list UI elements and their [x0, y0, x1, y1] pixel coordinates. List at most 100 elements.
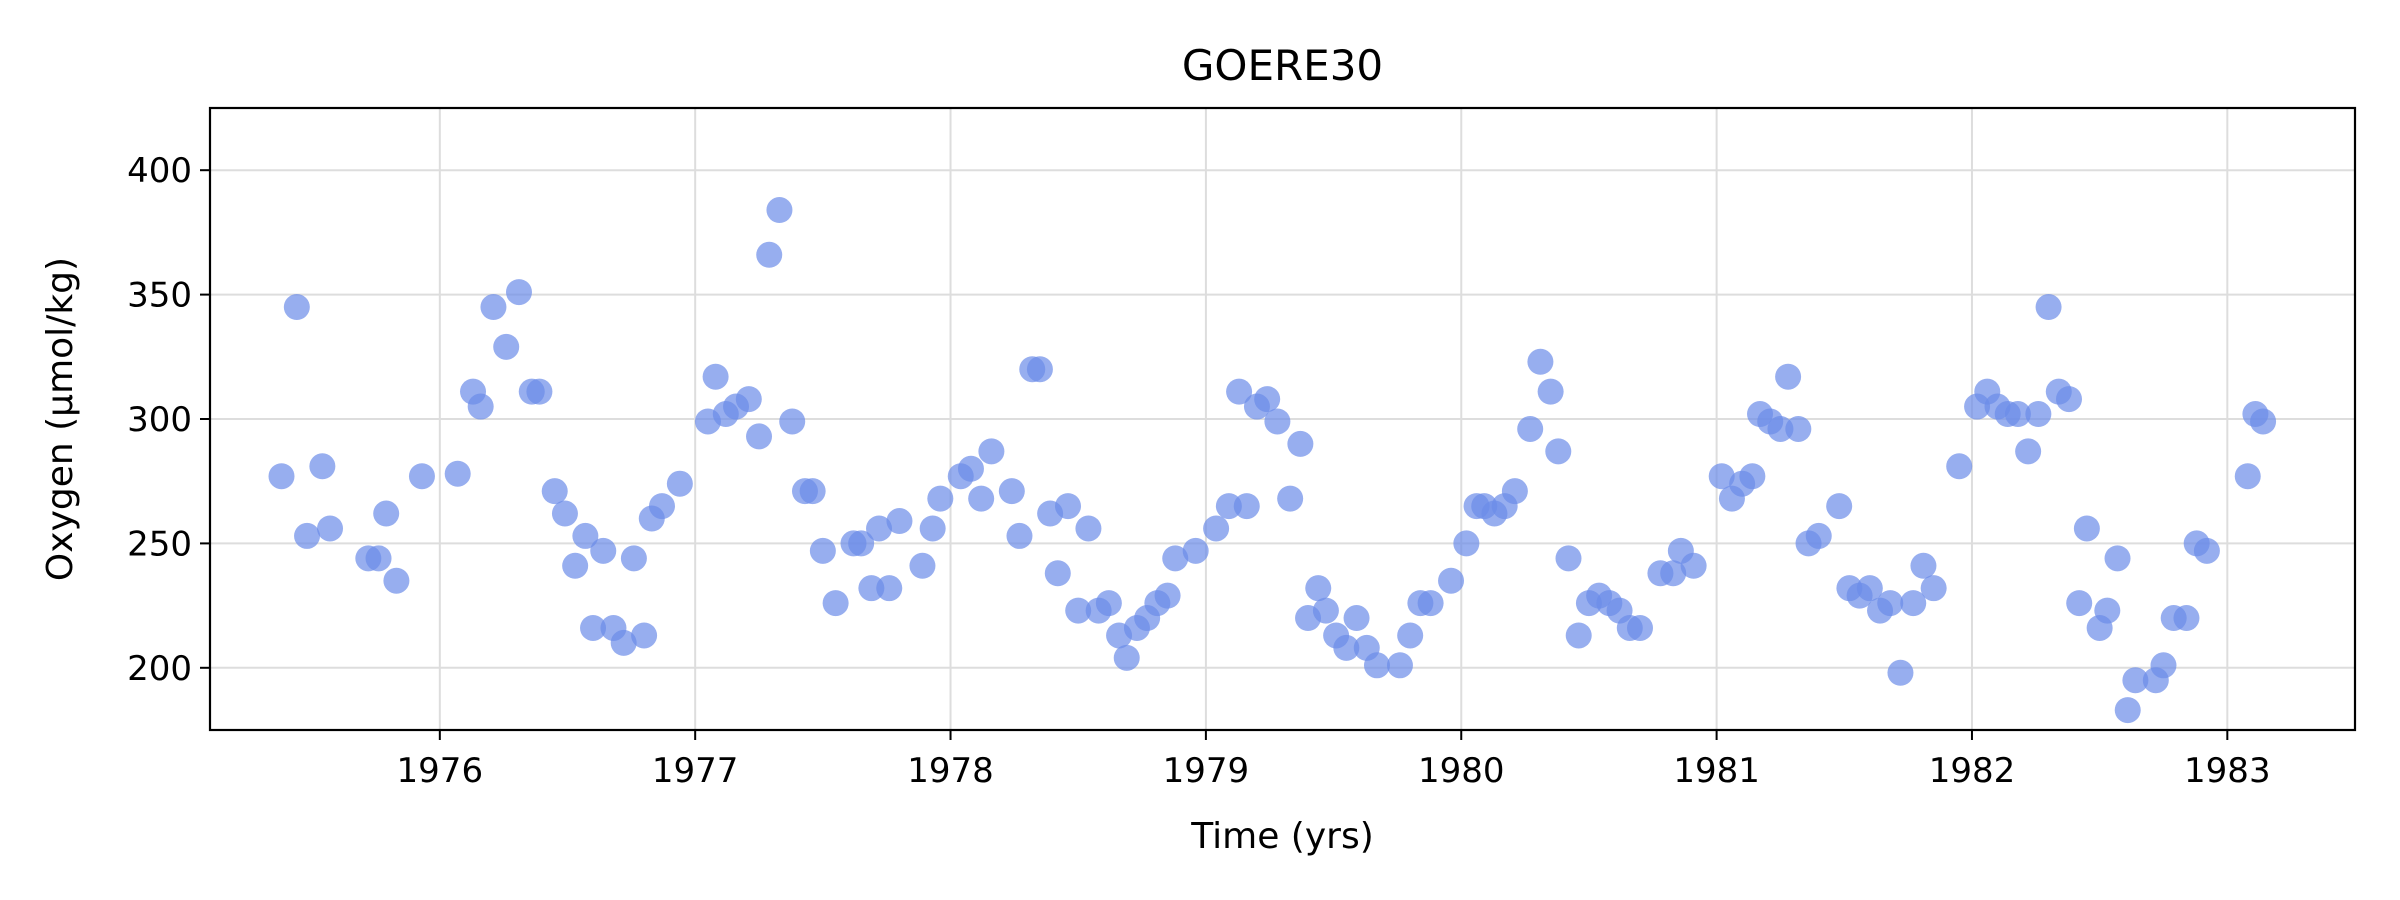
data-point — [467, 393, 494, 420]
data-point — [1946, 453, 1973, 480]
y-tick-label: 400 — [127, 151, 192, 191]
data-point — [1785, 415, 1812, 442]
data-point — [848, 530, 875, 557]
data-point — [2173, 605, 2200, 632]
data-point — [1264, 408, 1291, 435]
y-tick-label: 250 — [127, 524, 192, 564]
data-point — [1708, 463, 1735, 490]
data-point — [1397, 622, 1424, 649]
data-point — [2114, 697, 2141, 724]
data-point — [799, 478, 826, 505]
x-tick-label: 1979 — [1163, 751, 1250, 791]
data-point — [1044, 560, 1071, 587]
data-point — [526, 378, 553, 405]
data-point — [1233, 493, 1260, 520]
data-point — [866, 515, 893, 542]
data-point — [1333, 634, 1360, 661]
data-point — [957, 455, 984, 482]
data-point — [1900, 590, 1927, 617]
data-point — [2004, 401, 2031, 428]
data-point — [998, 478, 1025, 505]
data-point — [648, 493, 675, 520]
data-point — [590, 537, 617, 564]
data-point — [666, 470, 693, 497]
data-point — [809, 537, 836, 564]
data-point — [1215, 493, 1242, 520]
data-point — [2025, 401, 2052, 428]
x-tick-label: 1983 — [2184, 751, 2271, 791]
data-point — [1887, 659, 1914, 686]
data-point — [283, 294, 310, 321]
data-point — [702, 363, 729, 390]
data-point — [1739, 463, 1766, 490]
y-tick-label: 350 — [127, 276, 192, 316]
data-point — [444, 460, 471, 487]
data-point — [1006, 522, 1033, 549]
data-point — [735, 386, 762, 413]
data-point — [562, 552, 589, 579]
data-point — [1026, 356, 1053, 383]
data-point — [1226, 378, 1253, 405]
data-point — [493, 333, 520, 360]
y-tick-label: 300 — [127, 400, 192, 440]
data-point — [1277, 485, 1304, 512]
data-point — [1162, 545, 1189, 572]
data-point — [909, 552, 936, 579]
x-axis-label: Time (yrs) — [1190, 816, 1374, 857]
data-point — [1363, 652, 1390, 679]
data-point — [1805, 522, 1832, 549]
x-tick-label: 1981 — [1673, 751, 1760, 791]
data-point — [1075, 515, 1102, 542]
data-point — [779, 408, 806, 435]
data-point — [822, 590, 849, 617]
data-point — [631, 622, 658, 649]
data-point — [1877, 590, 1904, 617]
data-point — [294, 522, 321, 549]
data-point — [317, 515, 344, 542]
data-point — [1517, 415, 1544, 442]
data-point — [978, 438, 1005, 465]
data-point — [620, 545, 647, 572]
data-point — [505, 279, 532, 306]
data-point — [541, 478, 568, 505]
data-point — [1565, 622, 1592, 649]
data-point — [2150, 652, 2177, 679]
data-point — [480, 294, 507, 321]
data-point — [1438, 567, 1465, 594]
data-point — [572, 522, 599, 549]
data-point — [2122, 667, 2149, 694]
data-point — [1453, 530, 1480, 557]
data-point — [2066, 590, 2093, 617]
x-tick-label: 1976 — [397, 751, 484, 791]
data-point — [1287, 430, 1314, 457]
data-point — [2035, 294, 2062, 321]
data-point — [1386, 652, 1413, 679]
data-point — [1555, 545, 1582, 572]
data-point — [2015, 438, 2042, 465]
data-point — [1920, 575, 1947, 602]
data-point — [1910, 552, 1937, 579]
data-point — [968, 485, 995, 512]
data-point — [365, 545, 392, 572]
data-point — [1501, 478, 1528, 505]
data-point — [1113, 644, 1140, 671]
data-point — [2104, 545, 2131, 572]
data-point — [1537, 378, 1564, 405]
data-point — [1627, 614, 1653, 641]
x-tick-label: 1982 — [1929, 751, 2016, 791]
data-point — [886, 508, 913, 535]
y-tick-label: 200 — [127, 649, 192, 689]
data-point — [1856, 575, 1883, 602]
data-point — [1417, 590, 1444, 617]
data-point — [756, 241, 783, 268]
data-point — [383, 567, 410, 594]
x-tick-label: 1977 — [652, 751, 739, 791]
data-point — [1775, 363, 1802, 390]
data-point — [1767, 415, 1794, 442]
data-point — [858, 575, 885, 602]
data-point — [2234, 463, 2261, 490]
data-point — [551, 500, 578, 527]
data-point — [1312, 597, 1339, 624]
data-point — [580, 614, 607, 641]
